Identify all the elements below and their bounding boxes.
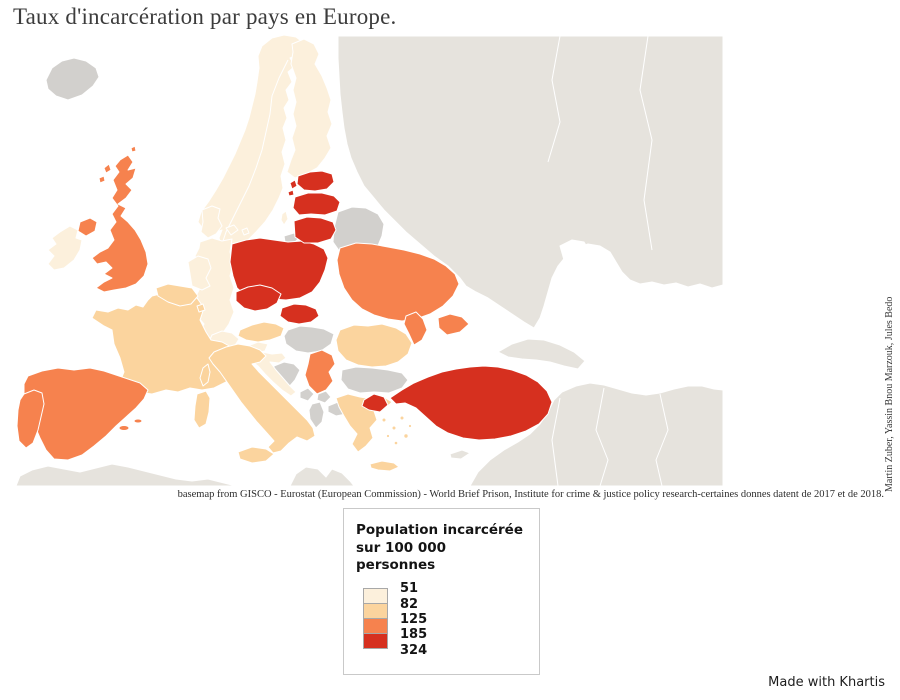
middle-east-border	[655, 393, 669, 487]
legend-swatch-c1	[363, 587, 388, 604]
aegean-island	[393, 440, 399, 446]
country-albania[interactable]	[308, 401, 325, 429]
scottish-island	[98, 175, 106, 184]
map-legend: Population incarcérée sur 100 000 person…	[343, 508, 540, 675]
legend-scale: 51 82 125 185 324	[356, 581, 527, 658]
country-belgium[interactable]	[155, 283, 199, 307]
country-netherlands[interactable]	[187, 255, 212, 291]
balearic-island	[133, 418, 143, 424]
region-north-africa	[15, 463, 237, 487]
legend-swatch-c3	[363, 617, 388, 634]
middle-east-border	[595, 387, 609, 487]
legend-break-0: 51	[400, 580, 419, 596]
country-moldova[interactable]	[403, 311, 428, 346]
aegean-island	[391, 425, 397, 431]
country-united-kingdom[interactable]	[91, 154, 149, 293]
country-denmark[interactable]	[200, 205, 223, 239]
legend-title: Population incarcérée sur 100 000 person…	[356, 522, 527, 575]
country-turkey[interactable]	[389, 365, 553, 441]
russia-region-border	[547, 35, 561, 163]
denmark-island[interactable]	[241, 227, 250, 236]
sicily-island[interactable]	[237, 446, 275, 464]
denmark-island[interactable]	[225, 224, 239, 236]
legend-title-line1: Population incarcérée	[356, 522, 523, 538]
country-italy[interactable]	[208, 343, 316, 454]
sardinia-island[interactable]	[193, 390, 211, 429]
region-tunisia	[289, 466, 355, 487]
legend-title-line2: sur 100 000 personnes	[356, 539, 447, 574]
corsica-island[interactable]	[199, 363, 211, 387]
legend-swatch-c2	[363, 602, 388, 619]
crimea-peninsula[interactable]	[437, 313, 470, 336]
northern-ireland[interactable]	[77, 217, 98, 237]
country-austria[interactable]	[237, 321, 285, 343]
country-latvia[interactable]	[292, 192, 341, 216]
country-france[interactable]	[91, 291, 235, 395]
authors-credit: Martin Zuber, Yassin Bnou Marzouk, Jules…	[884, 296, 895, 492]
region-caucasus	[497, 338, 586, 370]
aegean-island	[385, 433, 391, 439]
estonian-island	[289, 179, 298, 190]
shetland-island	[130, 145, 137, 153]
country-czechia[interactable]	[235, 284, 282, 312]
basemap-attribution: basemap from GISCO - Eurostat (European …	[177, 489, 884, 500]
gotland-island[interactable]	[280, 210, 289, 226]
country-serbia[interactable]	[304, 349, 336, 395]
legend-break-4: 324	[400, 642, 428, 658]
aegean-island	[381, 417, 387, 423]
page-title: Taux d'incarcération par pays en Europe.	[13, 4, 397, 29]
legend-break-3: 185	[400, 626, 428, 642]
aegean-island	[407, 423, 413, 429]
crete-island[interactable]	[369, 460, 400, 472]
legend-swatch-c4	[363, 632, 388, 649]
legend-break-2: 125	[400, 611, 428, 627]
scottish-island	[103, 163, 112, 174]
country-croatia[interactable]	[250, 351, 297, 397]
aegean-island	[403, 433, 409, 439]
country-slovakia[interactable]	[279, 303, 320, 325]
caspian-sea	[559, 239, 601, 319]
legend-break-1: 82	[400, 596, 419, 612]
turkish-thrace[interactable]	[361, 393, 389, 413]
estonian-island	[287, 189, 295, 197]
country-romania[interactable]	[335, 323, 413, 368]
country-kosovo[interactable]	[316, 390, 332, 404]
country-ukraine[interactable]	[336, 242, 460, 322]
country-ireland[interactable]	[47, 225, 83, 271]
country-montenegro[interactable]	[299, 387, 315, 402]
country-estonia[interactable]	[296, 170, 335, 192]
country-finland[interactable]	[286, 38, 333, 179]
country-bulgaria[interactable]	[340, 366, 409, 394]
country-iceland[interactable]	[45, 57, 100, 101]
made-with-khartis-label: Made with Khartis	[768, 675, 885, 690]
region-russia	[337, 35, 724, 329]
russia-region-border	[639, 35, 653, 251]
country-portugal[interactable]	[16, 389, 45, 449]
country-luxembourg[interactable]	[196, 303, 206, 313]
aegean-island	[399, 415, 405, 421]
middle-east-border	[551, 397, 561, 487]
country-spain[interactable]	[23, 367, 149, 461]
country-hungary[interactable]	[283, 325, 335, 354]
balearic-island	[118, 425, 130, 431]
country-norway-sweden[interactable]	[197, 34, 306, 251]
country-cyprus	[449, 449, 471, 460]
norway-sweden-border	[221, 59, 289, 245]
legend-swatches	[363, 587, 388, 649]
country-lithuania[interactable]	[293, 216, 337, 244]
region-middle-east	[469, 382, 724, 487]
